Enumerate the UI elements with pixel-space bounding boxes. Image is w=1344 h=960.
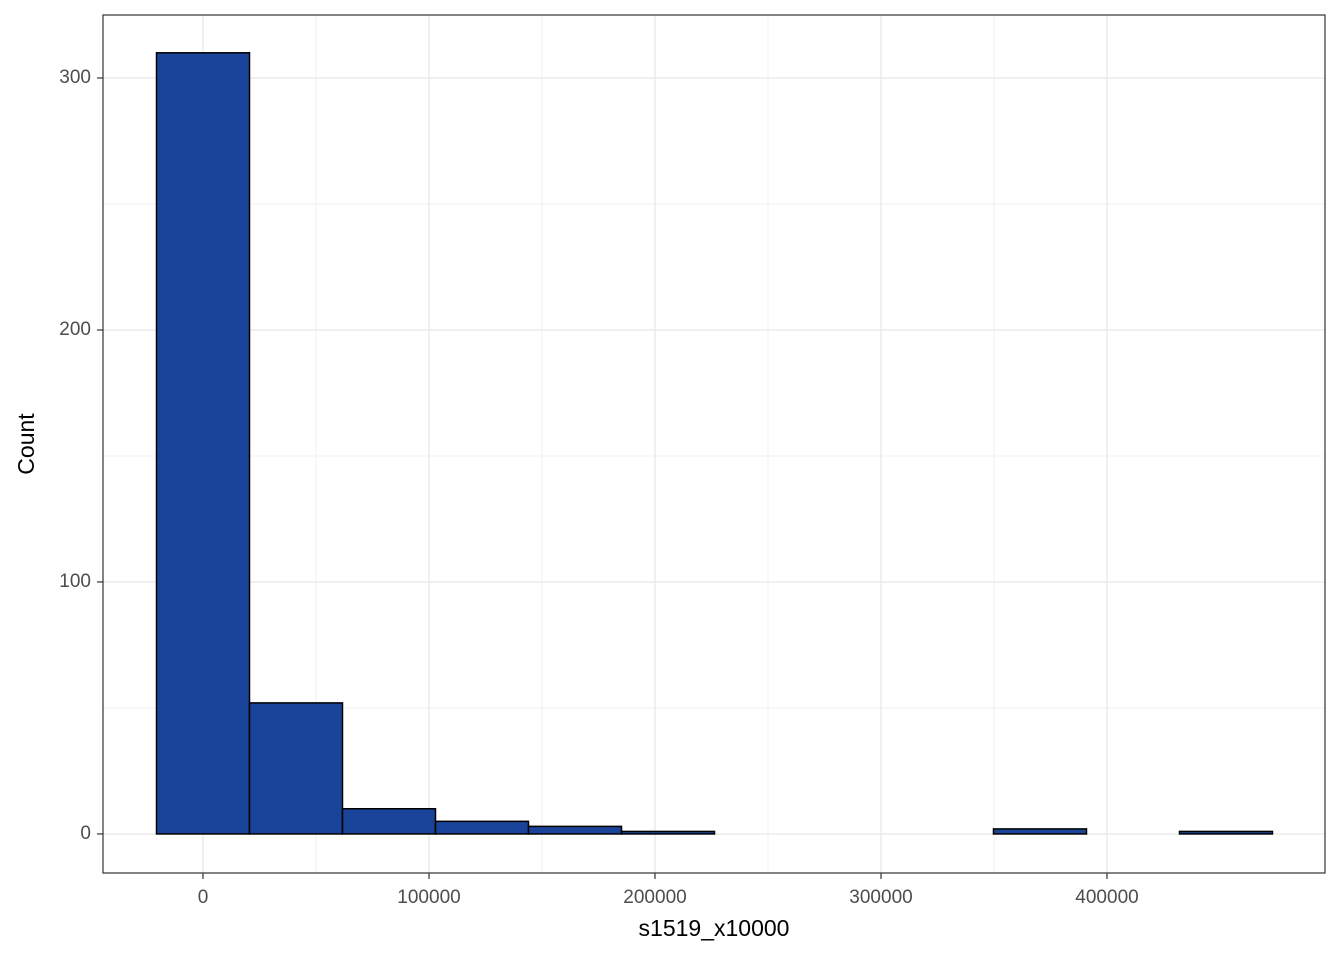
bar: [620, 830, 716, 835]
bar: [1178, 830, 1274, 835]
x-tick-label: 100000: [397, 887, 460, 908]
y-tick-label: 100: [59, 571, 91, 592]
y-axis-title: Count: [13, 413, 39, 475]
bar: [155, 52, 251, 835]
bar: [434, 820, 530, 835]
bar: [527, 825, 623, 835]
bar: [248, 702, 344, 835]
x-tick-label: 300000: [849, 887, 912, 908]
bar: [341, 807, 437, 835]
x-tick-label: 0: [198, 887, 209, 908]
x-tick-label: 400000: [1075, 887, 1138, 908]
x-axis-title: s1519_x10000: [639, 915, 790, 941]
y-tick-label: 300: [59, 67, 91, 88]
bar: [992, 828, 1088, 835]
panel-border: [102, 14, 1326, 874]
y-tick-label: 0: [80, 823, 91, 844]
y-tick-label: 200: [59, 319, 91, 340]
x-tick-label: 200000: [623, 887, 686, 908]
